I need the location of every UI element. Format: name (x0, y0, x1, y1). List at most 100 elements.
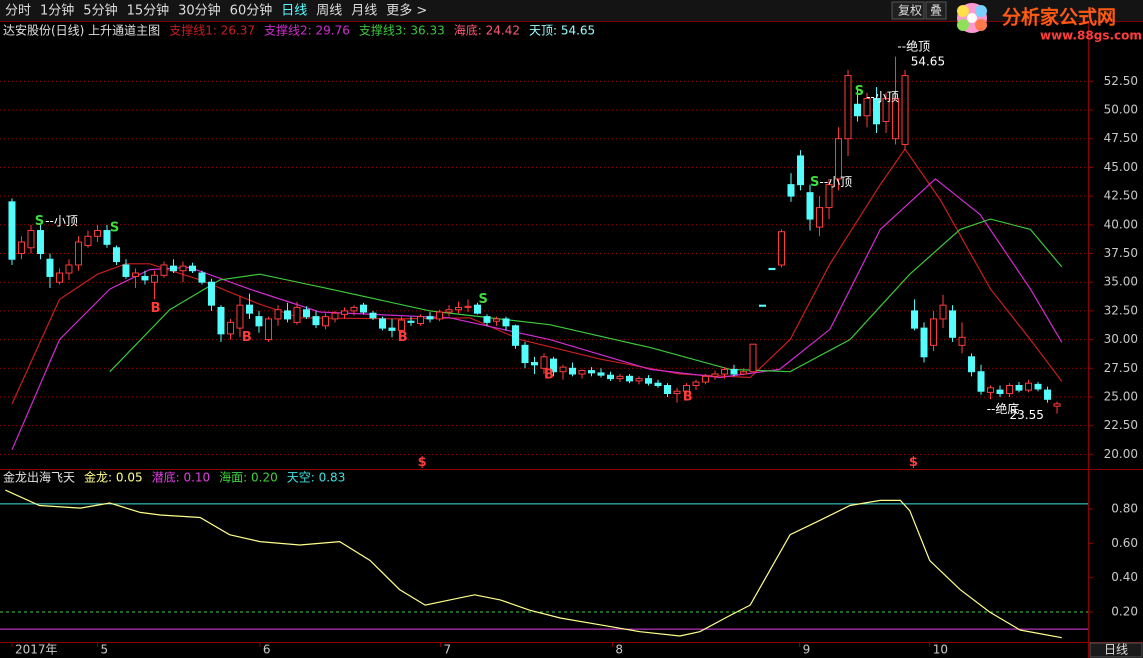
candle-body (255, 316, 263, 327)
annotation: B (242, 330, 252, 345)
y-tick-label: 27.50 (1104, 361, 1138, 375)
candle-body (397, 319, 405, 331)
candle-body (378, 318, 386, 329)
y-tick-label: 45.00 (1104, 160, 1138, 174)
candle-body (749, 343, 757, 373)
candle-body (740, 371, 748, 375)
toolbar-button[interactable]: 复权 (898, 4, 922, 18)
candle-body (131, 272, 139, 277)
toolbar-tab[interactable]: 月线 (351, 4, 377, 19)
y-tick-label: 20.00 (1104, 447, 1138, 461)
logo-url: www.88gs.com (1040, 29, 1142, 43)
candle-body (369, 312, 377, 319)
toolbar-tab[interactable]: 更多 > (386, 3, 427, 19)
candle-body (1053, 403, 1061, 407)
candle-body (787, 184, 795, 197)
y-tick-label: 47.50 (1104, 131, 1138, 145)
annotation: $ (909, 455, 918, 470)
candle-body (188, 265, 196, 272)
candle-body (863, 98, 871, 117)
button-frame[interactable] (925, 1, 947, 20)
toolbar-tab[interactable]: 1分钟 (40, 3, 74, 19)
candle-body (673, 390, 681, 395)
candle-body (435, 311, 443, 320)
candle-body (635, 378, 643, 382)
candle-body (359, 304, 367, 313)
candle-body (1044, 389, 1052, 400)
candle-body (245, 304, 253, 314)
candle-body (160, 264, 168, 276)
toolbar-tab[interactable]: 周线 (316, 4, 342, 19)
candle-body (949, 310, 957, 338)
candle-body (797, 155, 805, 186)
candle-body (179, 265, 187, 272)
y-tick-label: 35.00 (1104, 275, 1138, 289)
candle-body (84, 235, 92, 246)
toolbar-tab[interactable]: 日线 (281, 4, 307, 19)
candle-body (854, 103, 862, 117)
x-tick-label: 8 (615, 643, 623, 657)
candle-body (778, 231, 786, 266)
toolbar-tab[interactable]: 分时 (5, 4, 31, 19)
candle-body (217, 306, 225, 335)
candle-body (702, 375, 710, 383)
legend-entry: 支撑线1: 26.37 (169, 23, 255, 38)
candle-body (141, 275, 149, 281)
toolbar-tab[interactable]: 60分钟 (230, 3, 273, 19)
annotation: B (544, 368, 554, 383)
candle-body (730, 368, 738, 375)
candle-body (721, 368, 729, 375)
candle-body (550, 358, 558, 373)
period-label[interactable]: 日线 (1104, 643, 1128, 657)
candle-body (46, 258, 54, 277)
candle-body (968, 356, 976, 373)
candle-body (492, 318, 500, 322)
candle-body (540, 356, 548, 369)
annotation: --绝顶 (897, 38, 930, 53)
candle-body (445, 309, 453, 313)
annotation: B (683, 389, 693, 404)
candle-body (882, 98, 890, 122)
annotation: S (478, 292, 487, 307)
toolbar-tab[interactable]: 5分钟 (83, 3, 117, 19)
candle-body (901, 75, 909, 145)
candle-body (340, 310, 348, 315)
toolbar-tab[interactable]: 15分钟 (127, 3, 170, 19)
toolbar-tab[interactable]: 30分钟 (178, 3, 221, 19)
candle-body (930, 318, 938, 346)
annotation: B (398, 330, 408, 345)
annotation: S (110, 221, 119, 236)
y-tick-label: 0.40 (1111, 570, 1138, 584)
x-tick-label: 9 (803, 643, 811, 657)
candle-body (588, 370, 596, 374)
button-frame[interactable] (891, 1, 925, 20)
annotation: --小顶 (866, 90, 899, 104)
chart-title: 达安股份(日线) 上升通道主图 (3, 23, 160, 38)
candle-body (844, 75, 852, 140)
candle-body (987, 387, 995, 393)
candle-body (683, 385, 691, 392)
series-line (5, 489, 1062, 639)
candle-body (502, 318, 510, 327)
annotation: 23.55 (1010, 408, 1044, 422)
x-tick-label: 6 (263, 643, 271, 657)
candle-body (511, 325, 519, 346)
x-tick-label: 7 (443, 643, 451, 657)
annotation: S (35, 214, 44, 229)
candle-body (768, 267, 776, 271)
candle-body (1025, 382, 1033, 391)
y-tick-label: 22.50 (1104, 418, 1138, 432)
annotation: B (151, 301, 161, 316)
y-tick-label: 32.50 (1104, 303, 1138, 317)
candle-body (36, 230, 44, 255)
candle-body (112, 247, 120, 263)
candle-body (207, 281, 215, 306)
logo-icon (957, 3, 987, 33)
annotation: --绝底 (987, 401, 1020, 416)
candle-body (1006, 385, 1014, 395)
toolbar-button[interactable]: 叠 (930, 4, 942, 18)
candle-body (645, 378, 653, 384)
candle-body (416, 316, 424, 325)
period-box[interactable] (1089, 642, 1143, 658)
